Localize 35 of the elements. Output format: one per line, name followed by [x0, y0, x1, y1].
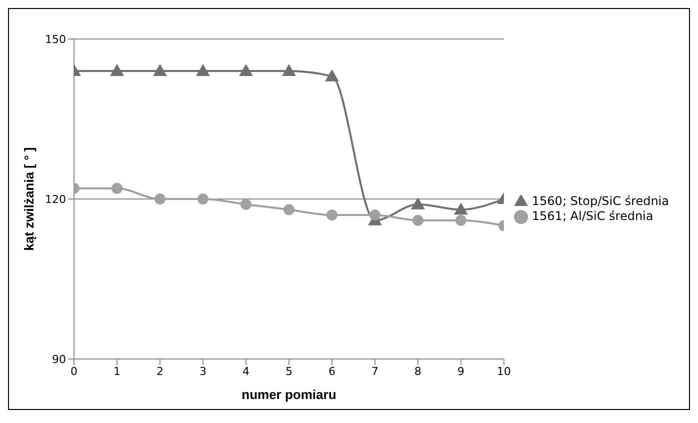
y-tick-label: 120: [45, 192, 66, 206]
point: [238, 64, 253, 76]
x-tick-label: 4: [242, 364, 250, 378]
point: [240, 198, 252, 210]
point: [410, 197, 425, 210]
legend-label: 1560; Stop/SiC średnia: [532, 194, 669, 208]
point: [455, 214, 466, 226]
x-axis-title: numer pomiaru: [242, 387, 336, 402]
y-tick-label: 150: [45, 32, 66, 46]
x-tick-label: 2: [156, 364, 164, 378]
point: [369, 210, 380, 220]
y-tick-label: 90: [52, 352, 66, 366]
point: [282, 64, 296, 76]
x-tick-label: 10: [496, 364, 511, 378]
x-tick-label: 0: [70, 364, 78, 378]
x-tick-label: 1: [113, 364, 120, 378]
x-tick-label: 6: [328, 364, 336, 378]
point: [152, 64, 167, 76]
x-tick-label: 5: [285, 364, 292, 378]
point: [110, 64, 124, 76]
x-tick-label: 9: [457, 364, 464, 378]
point: [412, 214, 424, 226]
x-tick-label: 3: [199, 364, 206, 378]
y-axis-title: kąt zwilżania [ ° ]: [22, 147, 37, 251]
point: [111, 182, 122, 194]
point: [154, 194, 166, 204]
point: [283, 204, 294, 216]
point: [454, 202, 468, 215]
point: [326, 210, 338, 220]
x-tick-label: 8: [414, 364, 422, 378]
point: [324, 69, 339, 82]
legend-label: 1561; Al/SiC średnia: [532, 209, 654, 223]
x-tick-label: 7: [371, 364, 378, 378]
point: [197, 194, 208, 204]
point: [196, 64, 210, 76]
